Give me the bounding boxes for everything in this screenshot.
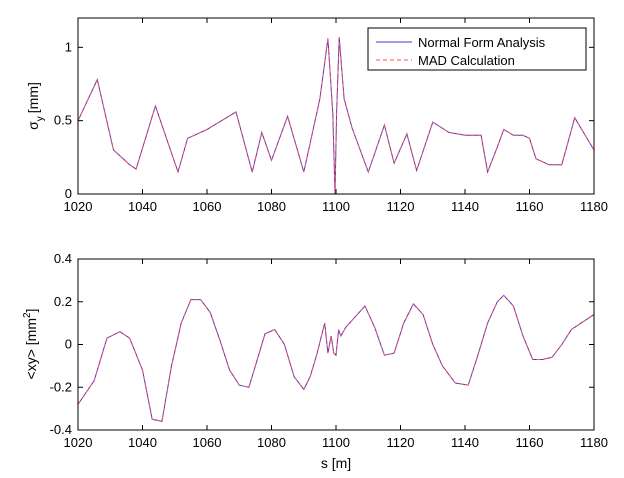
sigma-y-ylabel-main: σ [25, 121, 41, 130]
sigma-y-xtick-label: 1060 [193, 199, 222, 214]
legend: Normal Form Analysis MAD Calculation [367, 27, 587, 71]
sigma-y-series-layer [77, 37, 595, 195]
sigma-y-xtick-label: 1040 [128, 199, 157, 214]
legend-label-mad: MAD Calculation [418, 53, 515, 68]
xy-xtick-label: 1060 [193, 435, 222, 450]
legend-label-normal-form: Normal Form Analysis [418, 35, 546, 50]
sigma-y-series-mad [77, 37, 595, 195]
xy-xtick-label: 1100 [322, 435, 350, 450]
sigma-y-xtick-label: 1120 [387, 199, 415, 214]
xy-ytick-label: -0.4 [50, 422, 72, 437]
sigma-y-ytick-label: 0.5 [54, 113, 72, 128]
sigma-y-ytick-label: 1 [65, 39, 72, 54]
sigma-y-plot: 1020 1040 1060 1080 1100 1120 1140 1160 1180 0 0.5… [25, 17, 608, 214]
sigma-y-xtick-label: 1080 [257, 199, 286, 214]
xy-ylabel-sup: 2 [22, 312, 33, 318]
xy-ylabel: <xy> [mm2] [22, 309, 39, 380]
xy-series-layer [77, 294, 595, 422]
xy-ytick-label: -0.2 [50, 379, 72, 394]
xy-xtick-label: 1020 [64, 435, 93, 450]
sigma-y-ylabel-sub: y [35, 116, 46, 121]
sigma-y-xtick-label: 1180 [580, 199, 608, 214]
xy-ytick-label: 0.2 [54, 294, 72, 309]
sigma-y-xtick-label: 1020 [64, 199, 93, 214]
xy-ticks-layer: 1020 1040 1060 1080 1100 1120 1140 1160 1180 -0.4… [50, 251, 608, 450]
xy-ytick-label: 0 [65, 337, 72, 352]
xy-ylabel-main: <xy> [mm [23, 318, 39, 379]
legend-box [367, 27, 587, 71]
xy-xlabel: s [m] [321, 455, 351, 471]
xy-correlation-plot: 1020 1040 1060 1080 1100 1120 1140 1160 1180 -0.4… [22, 251, 608, 471]
xy-xtick-label: 1140 [451, 435, 479, 450]
sigma-y-xtick-label: 1140 [451, 199, 479, 214]
sigma-y-ytick-label: 0 [65, 186, 72, 201]
xy-xtick-label: 1180 [580, 435, 608, 450]
xy-xtick-label: 1120 [387, 435, 415, 450]
xy-xtick-label: 1040 [128, 435, 157, 450]
xy-ytick-label: 0.4 [54, 251, 72, 266]
xy-series-mad [77, 294, 595, 422]
sigma-y-ylabel-unit: [mm] [25, 82, 41, 113]
sigma-y-ticks-layer: 1020 1040 1060 1080 1100 1120 1140 1160 1180 0 0.5… [54, 18, 608, 214]
sigma-y-ylabel: σy [mm] [25, 82, 46, 130]
xy-xtick-label: 1160 [516, 435, 544, 450]
xy-ylabel-close: ] [23, 309, 39, 313]
sigma-y-xtick-label: 1160 [516, 199, 544, 214]
sigma-y-xtick-label: 1100 [322, 199, 350, 214]
xy-xtick-label: 1080 [257, 435, 286, 450]
